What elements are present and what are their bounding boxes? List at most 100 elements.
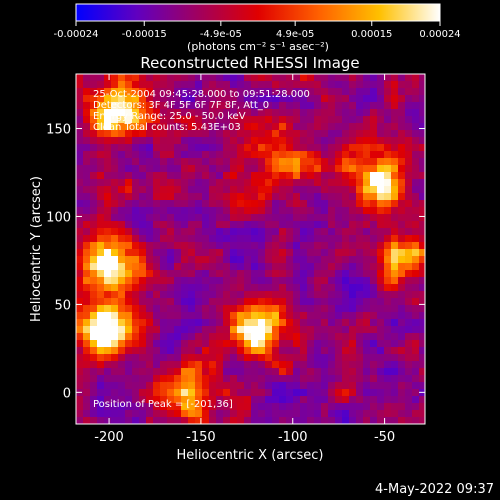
- heatmap-cell: [342, 340, 350, 348]
- heatmap-cell: [118, 74, 126, 82]
- heatmap-cell: [223, 347, 231, 355]
- heatmap-cell: [195, 200, 203, 208]
- heatmap-cell: [391, 200, 399, 208]
- heatmap-cell: [111, 270, 119, 278]
- heatmap-cell: [251, 417, 259, 424]
- heatmap-cell: [412, 354, 420, 362]
- heatmap-cell: [321, 88, 329, 96]
- heatmap-cell: [293, 270, 301, 278]
- heatmap-cell: [237, 228, 245, 236]
- heatmap-cell: [104, 214, 112, 222]
- heatmap-cell: [377, 403, 385, 411]
- heatmap-cell: [125, 305, 133, 313]
- heatmap-cell: [391, 305, 399, 313]
- heatmap-cell: [181, 368, 189, 376]
- heatmap-cell: [195, 74, 203, 82]
- heatmap-cell: [153, 375, 161, 383]
- heatmap-cell: [279, 249, 287, 257]
- heatmap-cell: [370, 172, 378, 180]
- heatmap-cell: [209, 382, 217, 390]
- heatmap-cell: [118, 116, 126, 124]
- heatmap-cell: [188, 221, 196, 229]
- heatmap-cell: [300, 319, 308, 327]
- heatmap-cell: [111, 361, 119, 369]
- heatmap-cell: [412, 81, 420, 89]
- heatmap-cell: [251, 333, 259, 341]
- heatmap-cell: [209, 305, 217, 313]
- heatmap-cell: [181, 403, 189, 411]
- heatmap-cell: [286, 193, 294, 201]
- heatmap-cell: [328, 130, 336, 138]
- heatmap-cell: [216, 137, 224, 145]
- heatmap-cell: [335, 165, 343, 173]
- heatmap-cell: [342, 158, 350, 166]
- heatmap-cell: [363, 228, 371, 236]
- heatmap-cell: [356, 130, 364, 138]
- heatmap-cell: [111, 200, 119, 208]
- heatmap-cell: [377, 130, 385, 138]
- heatmap-cell: [363, 270, 371, 278]
- heatmap-cell: [419, 417, 425, 424]
- heatmap-cell: [412, 284, 420, 292]
- heatmap-cell: [146, 319, 154, 327]
- heatmap-cell: [125, 172, 133, 180]
- heatmap-cell: [265, 235, 273, 243]
- heatmap-cell: [153, 179, 161, 187]
- heatmap-cell: [104, 277, 112, 285]
- heatmap-cell: [307, 333, 315, 341]
- heatmap-cell: [335, 312, 343, 320]
- heatmap-cell: [111, 340, 119, 348]
- heatmap-cell: [265, 137, 273, 145]
- heatmap-cell: [384, 410, 392, 418]
- heatmap-cell: [412, 403, 420, 411]
- heatmap-cell: [286, 417, 294, 424]
- heatmap-cell: [314, 200, 322, 208]
- heatmap-cell: [174, 319, 182, 327]
- heatmap-cell: [419, 186, 425, 194]
- heatmap-cell: [363, 151, 371, 159]
- heatmap-cell: [300, 74, 308, 82]
- heatmap-cell: [125, 214, 133, 222]
- heatmap-cell: [202, 144, 210, 152]
- heatmap-cell: [167, 74, 175, 82]
- heatmap-cell: [111, 193, 119, 201]
- heatmap-cell: [328, 403, 336, 411]
- heatmap-cell: [272, 102, 280, 110]
- heatmap-cell: [279, 165, 287, 173]
- heatmap-cell: [314, 228, 322, 236]
- heatmap-cell: [265, 123, 273, 131]
- heatmap-cell: [244, 130, 252, 138]
- heatmap-cell: [314, 326, 322, 334]
- heatmap-cell: [230, 354, 238, 362]
- heatmap-cell: [202, 186, 210, 194]
- heatmap-cell: [174, 382, 182, 390]
- heatmap-cell: [153, 361, 161, 369]
- heatmap-cell: [83, 158, 91, 166]
- heatmap-cell: [76, 123, 84, 131]
- heatmap-cell: [412, 249, 420, 257]
- heatmap-cell: [384, 396, 392, 404]
- heatmap-cell: [230, 326, 238, 334]
- heatmap-cell: [167, 368, 175, 376]
- heatmap-cell: [251, 200, 259, 208]
- heatmap-cell: [90, 410, 98, 418]
- heatmap-cell: [314, 151, 322, 159]
- heatmap-cell: [412, 368, 420, 376]
- heatmap-cell: [391, 375, 399, 383]
- heatmap-cell: [321, 207, 329, 215]
- heatmap-cell: [146, 95, 154, 103]
- heatmap-cell: [300, 137, 308, 145]
- heatmap-cell: [258, 102, 266, 110]
- heatmap-cell: [300, 123, 308, 131]
- heatmap-cell: [223, 326, 231, 334]
- heatmap-cell: [342, 123, 350, 131]
- heatmap-cell: [398, 214, 406, 222]
- heatmap-cell: [146, 116, 154, 124]
- heatmap-cell: [90, 130, 98, 138]
- heatmap-cell: [132, 277, 140, 285]
- heatmap-cell: [258, 270, 266, 278]
- heatmap-cell: [328, 137, 336, 145]
- heatmap-cell: [314, 396, 322, 404]
- heatmap-cell: [181, 375, 189, 383]
- heatmap-cell: [83, 200, 91, 208]
